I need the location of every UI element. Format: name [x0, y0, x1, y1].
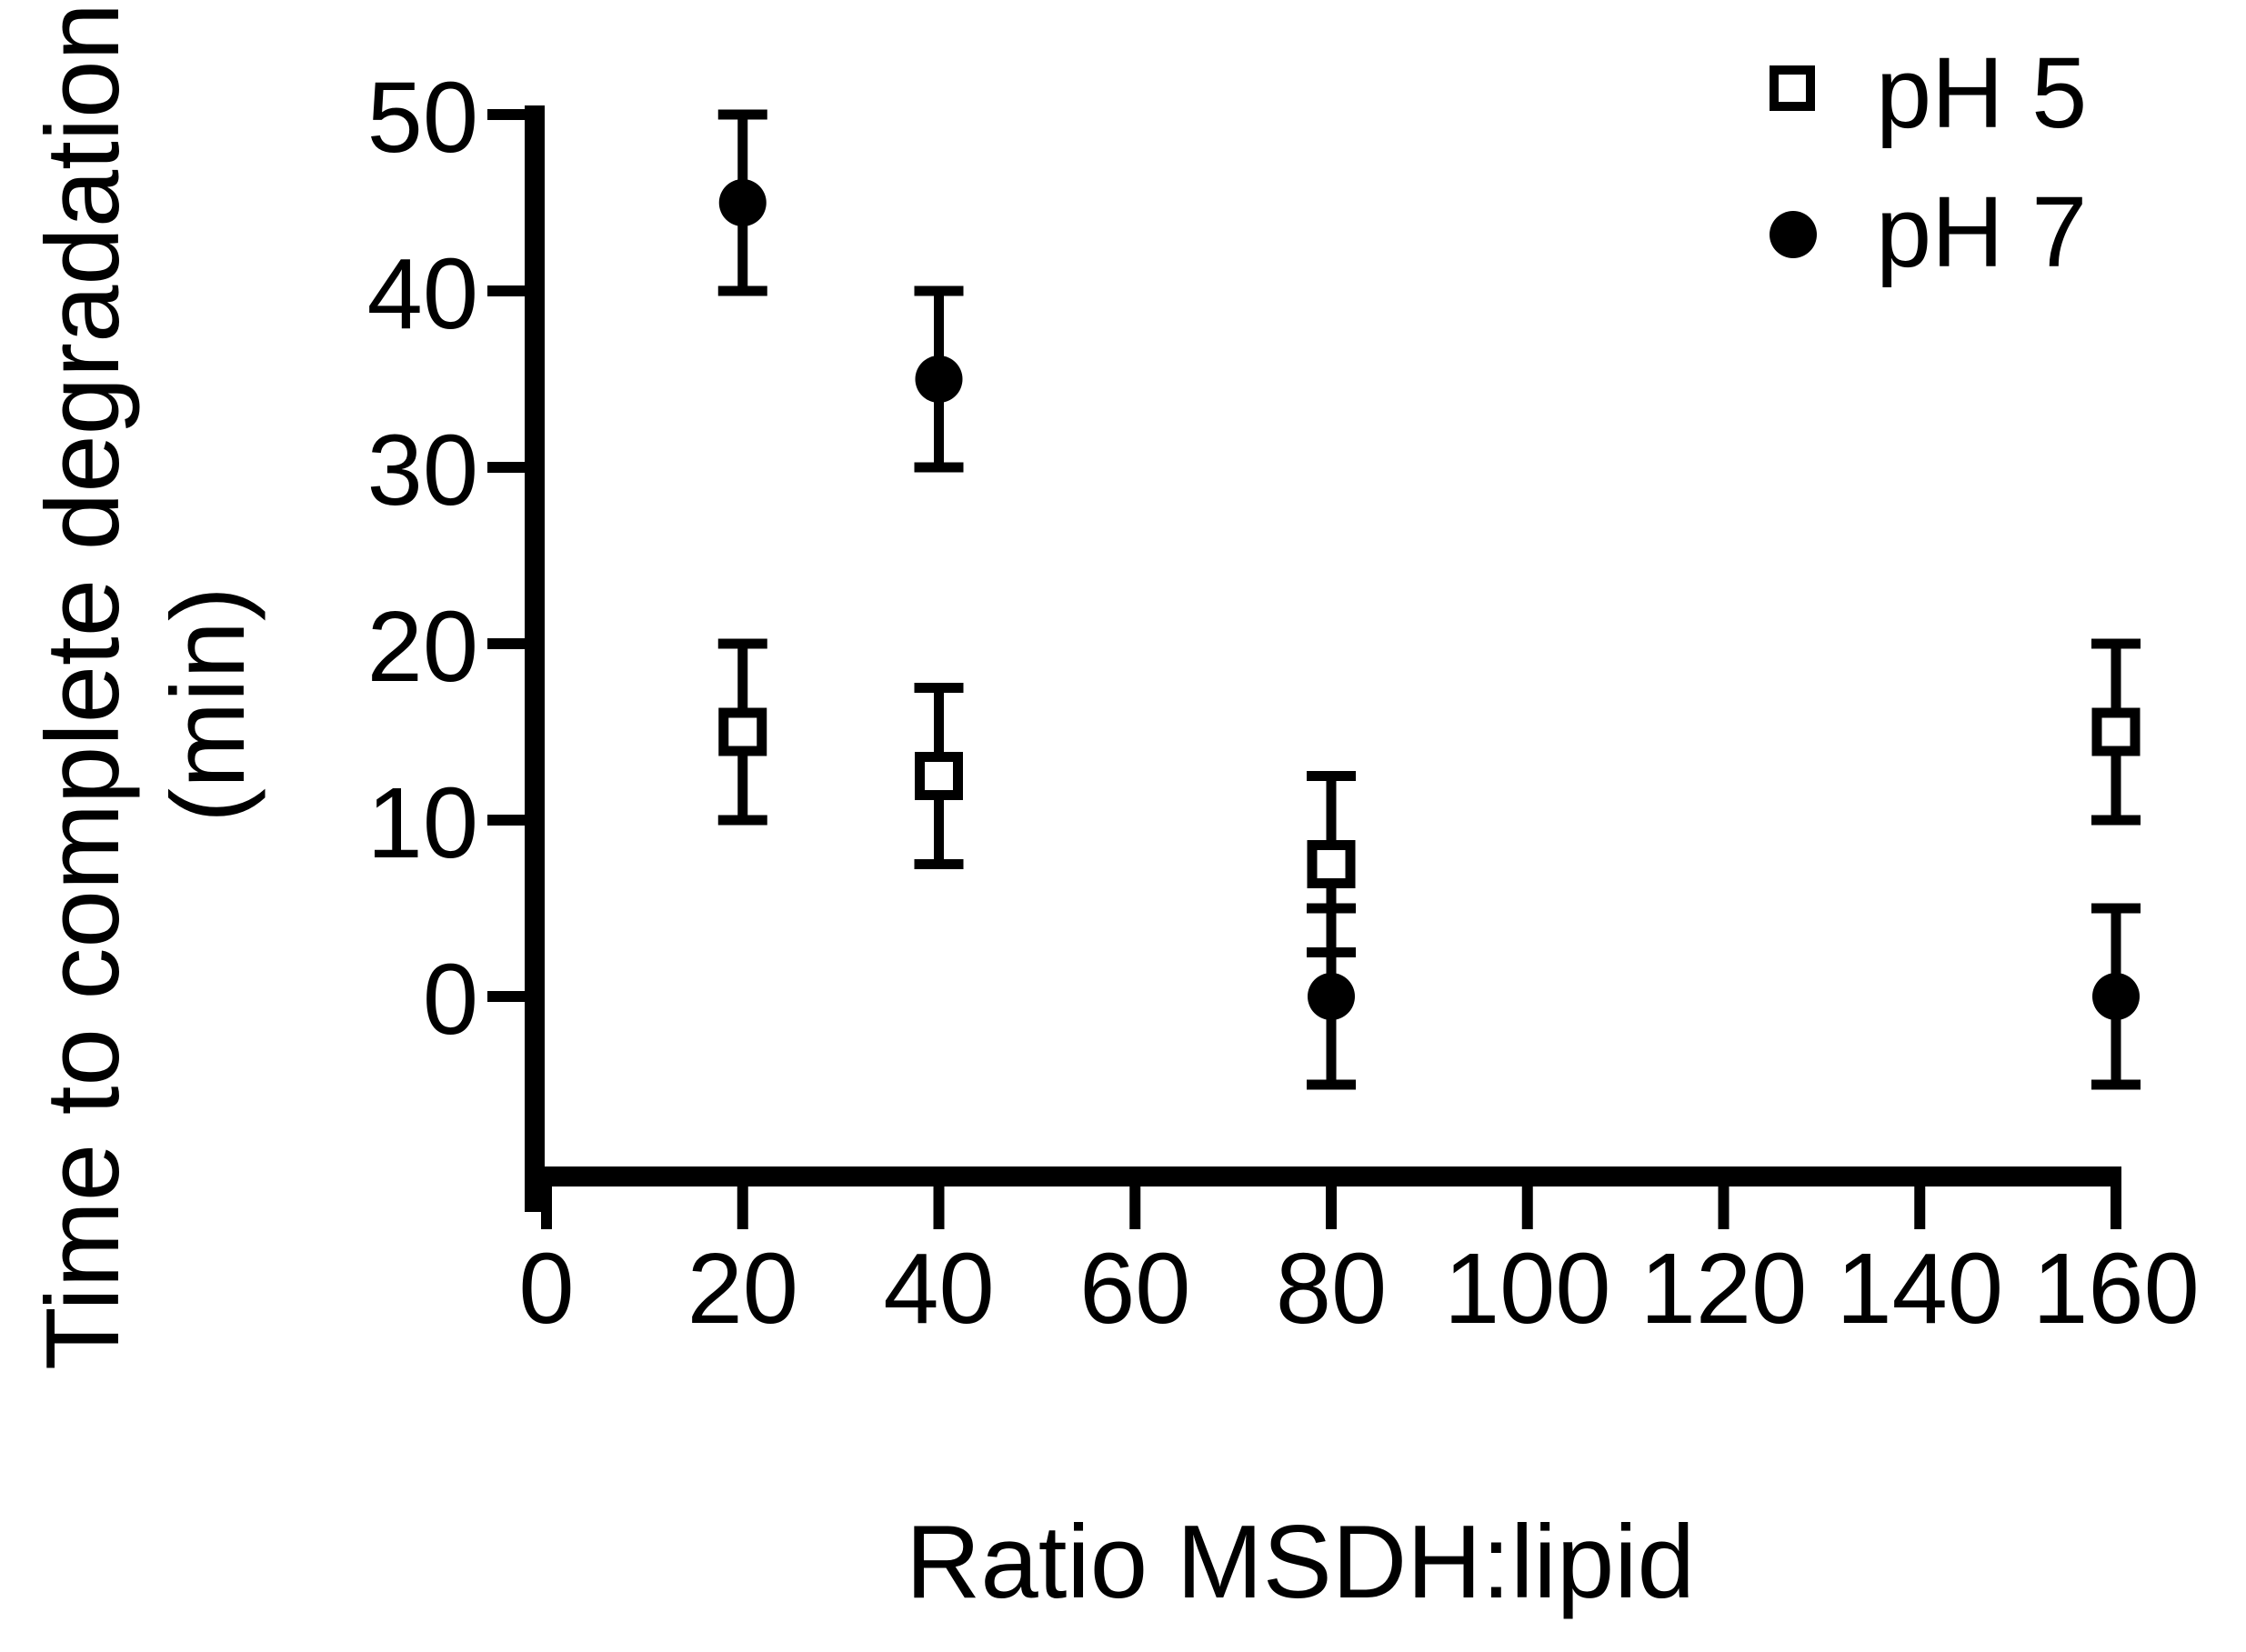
- y-tick-label-10: 10: [367, 767, 478, 879]
- data-point-ph-7-x160: [2092, 973, 2140, 1020]
- data-point-ph-5-x40: [915, 752, 963, 800]
- legend-label-ph-7: pH 7: [1876, 176, 2087, 288]
- data-point-ph-7-x80: [1308, 973, 1355, 1020]
- data-point-ph-5-x80: [1307, 840, 1356, 888]
- x-tick-label-160: 160: [2032, 1233, 2200, 1345]
- y-tick-label-50: 50: [367, 62, 478, 174]
- x-tick-label-40: 40: [883, 1233, 994, 1345]
- y-tick-label-40: 40: [367, 238, 478, 350]
- data-point-ph-7-x40: [915, 355, 963, 403]
- y-tick-label-20: 20: [367, 591, 478, 703]
- data-point-ph-7-x20: [718, 179, 767, 226]
- x-tick-label-120: 120: [1640, 1233, 1808, 1345]
- x-tick-label-140: 140: [1836, 1233, 2003, 1345]
- data-point-ph-5-x20: [718, 707, 767, 756]
- y-axis-title: Time to complete degradation: [25, 3, 141, 1370]
- y-axis-units: (min): [151, 586, 266, 823]
- x-tick-label-80: 80: [1276, 1233, 1387, 1345]
- x-tick-label-100: 100: [1444, 1233, 1611, 1345]
- y-tick-label-0: 0: [423, 944, 478, 1056]
- legend-swatch-filled-circle-ph-7: [1770, 211, 1817, 258]
- x-axis-title: Ratio MSDH:lipid: [906, 1505, 1695, 1620]
- y-tick-label-30: 30: [367, 415, 478, 526]
- legend-swatch-open-square-ph-5: [1770, 65, 1815, 111]
- x-tick-label-60: 60: [1079, 1233, 1190, 1345]
- x-tick-label-20: 20: [687, 1233, 798, 1345]
- data-point-ph-5-x160: [2091, 707, 2141, 756]
- legend-label-ph-5: pH 5: [1876, 37, 2087, 149]
- x-tick-label-0: 0: [518, 1233, 574, 1345]
